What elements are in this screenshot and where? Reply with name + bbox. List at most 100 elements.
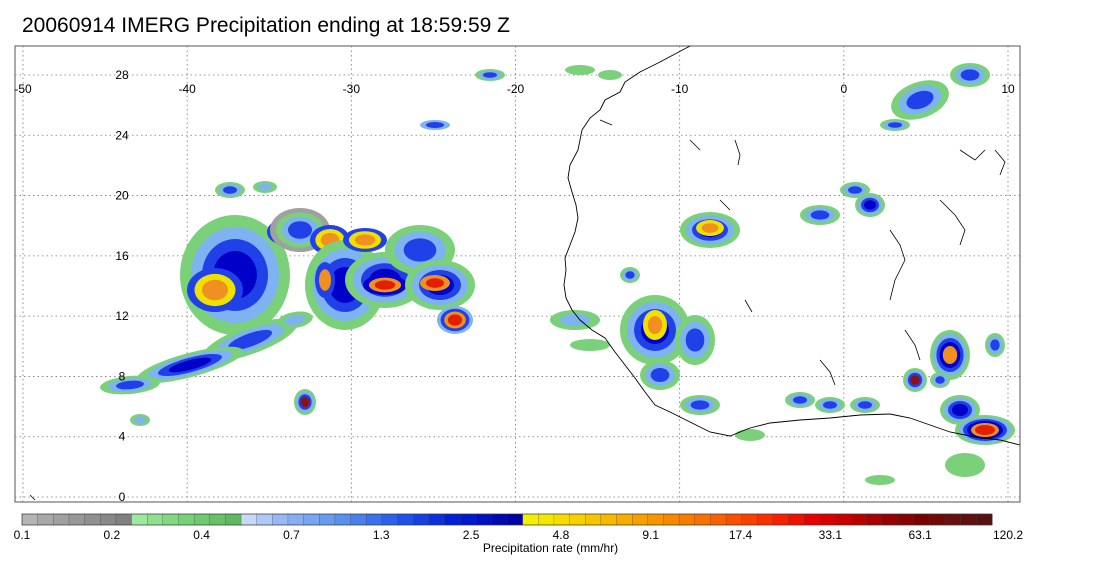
river-line	[734, 139, 741, 166]
colorbar-swatch	[741, 513, 758, 526]
colorbar-swatch	[694, 513, 711, 526]
colorbar-swatch	[960, 513, 977, 526]
precip-cell	[426, 122, 444, 128]
colorbar-outline	[21, 513, 993, 526]
colorbar-swatch	[522, 513, 539, 526]
river-line	[889, 229, 906, 301]
colorbar-swatch	[944, 513, 962, 526]
colorbar-swatch	[616, 513, 633, 526]
precip-cell	[647, 316, 663, 334]
river-line	[959, 149, 986, 161]
lat-label: 12	[115, 309, 129, 323]
precip-cell	[403, 238, 437, 262]
precip-cell	[942, 346, 958, 364]
colorbar-swatch	[788, 513, 805, 526]
river-line	[939, 199, 966, 246]
colorbar-tick-label: 2.5	[462, 528, 480, 542]
precip-cell	[952, 404, 968, 416]
colorbar-label: Precipitation rate (mm/hr)	[482, 541, 619, 555]
colorbar-swatch	[976, 513, 993, 526]
colorbar-swatch	[632, 513, 649, 526]
colorbar-swatch	[491, 513, 508, 526]
axis-labels: -50 -40 -30 -20 -10 0 10 28 24 20 16 12 8 4 0	[14, 68, 1015, 504]
precip-cell	[223, 186, 237, 194]
precip-cell	[990, 339, 1000, 351]
precip-cell	[625, 271, 635, 279]
colorbar-swatch	[319, 513, 336, 526]
precip-cell	[823, 401, 837, 409]
colorbar-swatch	[21, 513, 39, 526]
precip-cell	[565, 65, 595, 75]
river-line	[904, 329, 921, 361]
lon-label: -20	[507, 82, 525, 96]
precip-cell	[560, 314, 590, 326]
precip-cell	[810, 210, 830, 220]
river-line	[819, 359, 836, 386]
precip-cell	[201, 279, 229, 301]
colorbar-swatch	[851, 513, 868, 526]
colorbar-swatch	[272, 513, 289, 526]
colorbar-swatch	[381, 513, 398, 526]
colorbar-tick-label: 4.8	[552, 528, 570, 542]
colorbar-swatch	[209, 513, 226, 526]
lat-label: 28	[115, 68, 129, 82]
colorbar-tick-label: 120.2	[992, 528, 1024, 542]
precip-cell	[864, 200, 876, 210]
colorbar-swatch	[256, 513, 273, 526]
colorbar-swatch	[459, 513, 477, 526]
lat-label: 4	[119, 430, 126, 444]
colorbar-tick-label: 0.1	[13, 528, 31, 542]
precip-cell	[284, 314, 306, 326]
precip-cell	[257, 183, 273, 191]
precip-cell	[354, 234, 376, 246]
lat-label: 16	[115, 249, 129, 263]
colorbar-swatch	[366, 513, 383, 526]
lon-label: -30	[343, 82, 361, 96]
precip-cell	[598, 70, 622, 80]
colorbar-swatch	[303, 513, 320, 526]
colorbar-swatch	[115, 513, 132, 526]
colorbar-tick-label: 0.7	[283, 528, 300, 542]
lon-label: -50	[14, 82, 32, 96]
colorbar-swatch	[929, 513, 946, 526]
colorbar-swatch	[538, 513, 555, 526]
colorbar-swatch	[725, 513, 743, 526]
river-line	[689, 139, 701, 151]
precip-cell	[227, 329, 273, 351]
colorbar-tick-label: 0.4	[193, 528, 210, 542]
colorbar-swatch	[193, 513, 211, 526]
colorbar-tick-label: 9.1	[642, 528, 660, 542]
precip-cell	[168, 357, 212, 373]
colorbar-swatch	[553, 513, 571, 526]
colorbar-swatch	[585, 513, 602, 526]
river-line	[719, 199, 731, 211]
colorbar-swatch	[772, 513, 790, 526]
colorbar-swatch	[835, 513, 852, 526]
colorbar-swatch	[757, 513, 774, 526]
map-title: 20060914 IMERG Precipitation ending at 1…	[22, 14, 510, 37]
colorbar-swatch	[428, 513, 445, 526]
precip-cell	[735, 429, 765, 441]
colorbar-swatch	[882, 513, 899, 526]
colorbar-swatch	[506, 513, 524, 526]
colorbar-swatch	[819, 513, 836, 526]
precip-cell	[288, 221, 312, 239]
precip-cell	[685, 328, 705, 352]
colorbar-swatch	[647, 513, 664, 526]
colorbar-swatch	[68, 513, 86, 526]
map-frame	[14, 45, 1021, 503]
precip-cell	[300, 396, 310, 408]
colorbar-swatch	[334, 513, 351, 526]
coastline	[29, 45, 1021, 501]
lat-label: 20	[115, 189, 129, 203]
colorbar-swatch	[162, 513, 179, 526]
lon-label: -10	[671, 82, 689, 96]
africa-coastline	[563, 45, 1021, 446]
precip-cell	[483, 72, 497, 78]
colorbar-swatch	[412, 513, 430, 526]
lon-label: 10	[1001, 82, 1015, 96]
colorbar-swatch	[350, 513, 367, 526]
colorbar	[21, 513, 993, 526]
river-line	[744, 299, 753, 313]
